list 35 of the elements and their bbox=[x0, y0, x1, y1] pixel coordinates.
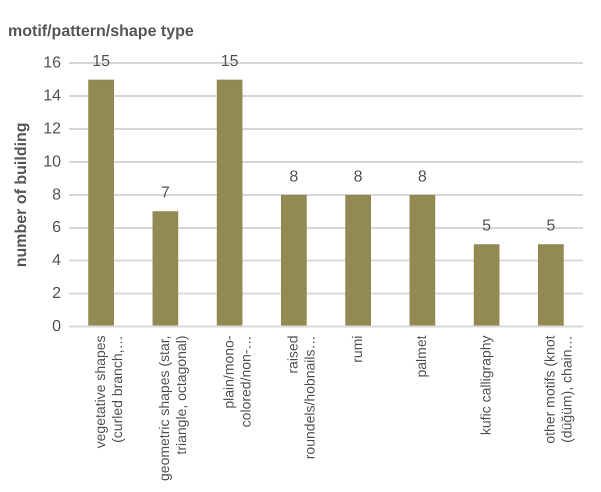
chart-title: motif/pattern/shape type bbox=[8, 23, 194, 40]
data-label: 5 bbox=[482, 218, 492, 235]
y-tick-label: 6 bbox=[52, 219, 62, 236]
y-tick-label: 2 bbox=[52, 284, 62, 302]
bar bbox=[345, 194, 371, 326]
data-label: 15 bbox=[92, 53, 110, 70]
x-tick-label: rumi bbox=[348, 335, 365, 363]
y-tick-label: 4 bbox=[52, 252, 62, 270]
y-tick-label: 12 bbox=[43, 120, 62, 138]
bar bbox=[88, 80, 114, 326]
x-tick-label: geometric shapes (star, triangle, octagonal) bbox=[156, 335, 190, 482]
y-tick-label: 10 bbox=[43, 153, 62, 170]
x-tick-label: raised roundels/hobnails… bbox=[284, 335, 318, 460]
data-label: 8 bbox=[354, 168, 363, 186]
x-tick-label: other motifs (knot (düğüm), chain… bbox=[542, 335, 575, 444]
bar bbox=[281, 194, 307, 326]
bar bbox=[216, 80, 242, 326]
data-label: 8 bbox=[418, 168, 427, 186]
x-tick-label: vegetative shapes (curled branch,… bbox=[92, 335, 125, 448]
bar bbox=[474, 244, 500, 326]
y-tick-label: 14 bbox=[43, 88, 62, 105]
x-tick-label: kufic calligraphy bbox=[477, 335, 494, 436]
y-tick-label: 16 bbox=[43, 54, 62, 72]
x-tick-label: palmet bbox=[413, 335, 430, 378]
x-tick-label: plain/mono- colored/non-… bbox=[220, 335, 254, 428]
y-tick-label: 0 bbox=[52, 318, 62, 335]
data-label: 15 bbox=[220, 53, 239, 70]
y-axis-title: number of building bbox=[13, 122, 30, 268]
bar bbox=[152, 211, 178, 326]
bar bbox=[410, 194, 436, 326]
y-tick-label: 8 bbox=[52, 186, 62, 204]
data-label: 5 bbox=[546, 218, 556, 235]
data-label: 8 bbox=[289, 168, 298, 186]
bar bbox=[538, 244, 564, 326]
data-label: 7 bbox=[160, 184, 170, 202]
